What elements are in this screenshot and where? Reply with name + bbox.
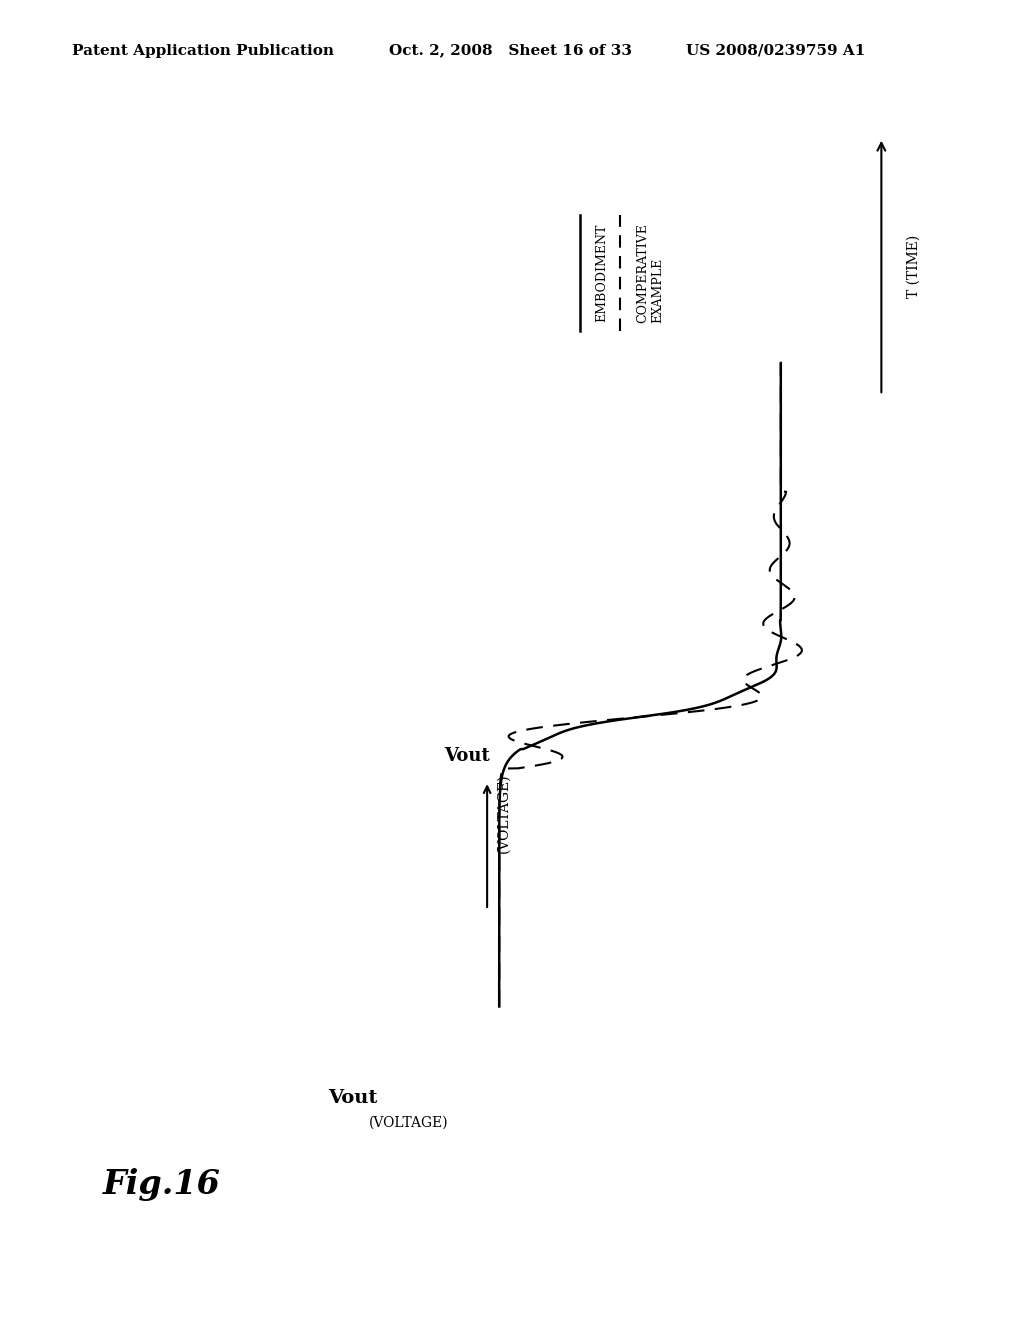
Text: (VOLTAGE): (VOLTAGE) <box>369 1115 449 1130</box>
Text: T (TIME): T (TIME) <box>906 235 921 298</box>
Text: US 2008/0239759 A1: US 2008/0239759 A1 <box>686 44 865 58</box>
Text: EMBODIMENT: EMBODIMENT <box>596 223 608 322</box>
Text: (VOLTAGE): (VOLTAGE) <box>497 774 510 853</box>
Text: Vout: Vout <box>444 747 489 764</box>
Text: Fig.16: Fig.16 <box>102 1168 220 1201</box>
Text: COMPERATIVE
EXAMPLE: COMPERATIVE EXAMPLE <box>636 223 664 323</box>
Text: Patent Application Publication: Patent Application Publication <box>72 44 334 58</box>
Text: Oct. 2, 2008   Sheet 16 of 33: Oct. 2, 2008 Sheet 16 of 33 <box>389 44 632 58</box>
Text: Vout: Vout <box>328 1089 377 1107</box>
